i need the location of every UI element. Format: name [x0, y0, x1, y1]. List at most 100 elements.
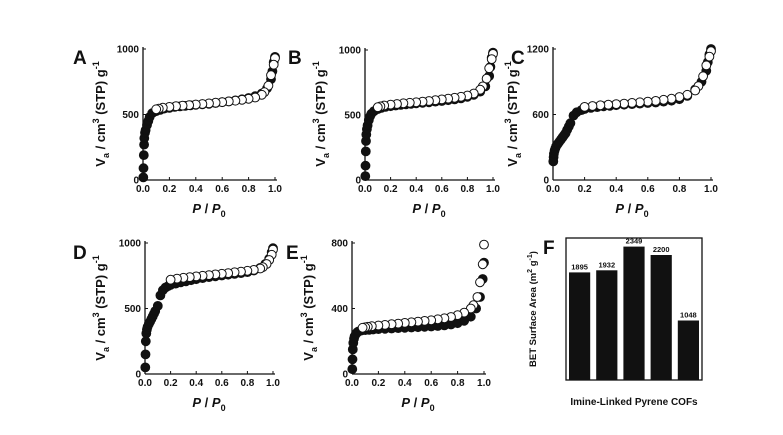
desorption-series [579, 46, 716, 112]
adsorption-point [152, 301, 163, 311]
x-tick-label: 0.2 [162, 184, 176, 195]
desorption-point [165, 274, 176, 285]
x-tick-label: 1.0 [266, 378, 280, 389]
panel-label: D [73, 243, 87, 264]
x-tick-label: 0.4 [189, 184, 203, 195]
x-tick-label: 0.8 [240, 378, 254, 389]
y-tick-label: 400 [331, 304, 348, 315]
adsorption-point [360, 146, 371, 157]
x-tick-label: 0.6 [424, 378, 438, 389]
desorption-point [579, 102, 590, 112]
panel-e: E 0.0 0.2 0.4 0.6 0.8 1.0 0 400 800 Va / cm3 (STP)… [286, 239, 491, 414]
panel-label: A [73, 48, 87, 69]
panel-c: C 0.0 0.2 0.4 0.6 0.8 1.0 0 600 1200 Va / cm3 (STP… [503, 44, 718, 219]
adsorption-point [360, 160, 371, 171]
bar [623, 246, 645, 380]
desorption-point [472, 292, 483, 302]
bar [596, 270, 618, 380]
desorption-series [372, 49, 498, 113]
x-tick-label: 0.8 [242, 184, 256, 195]
desorption-point [479, 239, 489, 250]
y-tick-label: 0 [342, 370, 348, 381]
bar [569, 272, 591, 380]
desorption-point [674, 92, 685, 102]
x-tick-label: 0.2 [164, 378, 178, 389]
panel-label: C [511, 48, 525, 69]
adsorption-point [138, 163, 149, 174]
x-tick-label: 1.0 [486, 184, 500, 195]
y-axis-label: Va / cm3 (STP) g-1 [503, 61, 523, 166]
panel-label: E [286, 243, 299, 264]
y-axis-label: Va / cm3 (STP) g-1 [91, 61, 111, 166]
y-tick-label: 0 [355, 176, 361, 187]
y-tick-label: 1000 [117, 45, 140, 56]
desorption-point [477, 259, 488, 270]
x-axis-label: P / P0 [615, 201, 648, 219]
panel-b: B 0.0 0.2 0.4 0.6 0.8 1.0 0 500 1000 Va / cm3 (STP… [288, 46, 500, 220]
panel-label: F [543, 238, 555, 259]
y-tick-label: 500 [344, 111, 361, 122]
x-tick-label: 0.6 [435, 184, 449, 195]
y-tick-label: 500 [122, 110, 139, 121]
x-axis-label: P / P0 [401, 395, 434, 413]
adsorption-point [140, 349, 151, 360]
desorption-series [357, 239, 489, 333]
bar-value-label: 1932 [598, 260, 615, 269]
desorption-point [266, 70, 276, 81]
adsorption-point [360, 171, 371, 182]
y-tick-label: 600 [532, 110, 549, 121]
x-tick-label: 0.4 [398, 378, 412, 389]
bar-value-label: 1895 [571, 262, 588, 271]
desorption-point [484, 63, 495, 74]
y-tick-label: 0 [543, 176, 549, 187]
desorption-point [666, 93, 677, 104]
x-tick-label: 0.0 [546, 184, 560, 195]
desorption-point [357, 322, 368, 333]
x-axis-label: P / P0 [192, 395, 225, 413]
y-tick-label: 1000 [119, 239, 142, 250]
y-tick-label: 500 [124, 304, 141, 315]
x-axis-label: P / P0 [192, 201, 225, 219]
y-axis-label: Va / cm3 (STP) g-1 [299, 255, 319, 360]
adsorption-series [360, 47, 498, 182]
panel-f: F 1895 1932 2349 2200 1048 BET Surface Area (m… [527, 237, 703, 408]
x-tick-label: 0.4 [609, 184, 623, 195]
x-tick-label: 0.0 [358, 184, 372, 195]
desorption-point [690, 85, 701, 96]
x-tick-label: 0.4 [409, 184, 423, 195]
x-axis-label: P / P0 [412, 201, 445, 219]
desorption-point [658, 94, 669, 105]
x-tick-label: 0.2 [578, 184, 592, 195]
desorption-point [701, 60, 712, 71]
adsorption-series [138, 52, 280, 183]
x-tick-label: 1.0 [477, 378, 491, 389]
desorption-point [704, 51, 715, 62]
x-axis-label: Imine-Linked Pyrene COFs [570, 397, 698, 408]
y-axis-label: Va / cm3 (STP) g-1 [91, 255, 111, 360]
adsorption-point [138, 150, 149, 161]
adsorption-point [138, 172, 149, 183]
desorption-series [165, 244, 278, 285]
desorption-series [151, 53, 280, 115]
x-tick-label: 0.6 [215, 378, 229, 389]
y-tick-label: 1000 [339, 46, 362, 57]
desorption-point [151, 104, 162, 115]
y-tick-label: 800 [331, 239, 348, 250]
y-axis-label: Va / cm3 (STP) g-1 [311, 61, 331, 166]
x-tick-label: 1.0 [268, 184, 282, 195]
x-tick-label: 0.8 [451, 378, 465, 389]
panel-d: D 0.0 0.2 0.4 0.6 0.8 1.0 0 500 1000 Va / cm3 (STP… [73, 239, 280, 414]
y-axis-label: BET Surface Area (m2 g-1) [527, 251, 539, 367]
x-tick-label: 0.0 [136, 184, 150, 195]
panel-a: A 0.0 0.2 0.4 0.6 0.8 1.0 0 500 1000 Va / cm3 (STP… [73, 45, 282, 220]
x-tick-label: 0.6 [641, 184, 655, 195]
x-tick-label: 0.4 [189, 378, 203, 389]
desorption-point [587, 101, 598, 111]
desorption-point [698, 71, 708, 82]
x-tick-label: 0.0 [345, 378, 359, 389]
y-tick-label: 0 [135, 370, 141, 381]
bar [677, 320, 699, 380]
adsorption-point [140, 362, 151, 373]
desorption-point [372, 102, 383, 113]
